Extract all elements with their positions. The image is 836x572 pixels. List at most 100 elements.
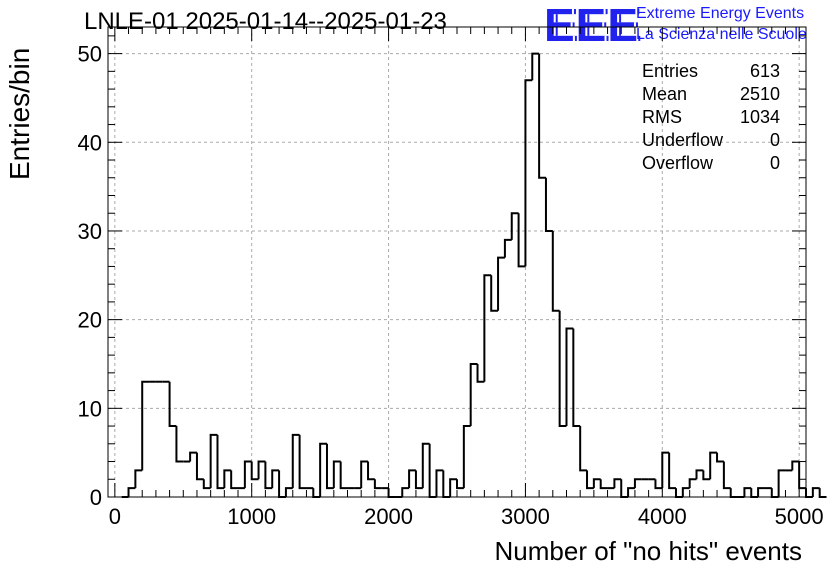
histogram-bin	[127, 487, 136, 497]
x-tick-label: 1000	[227, 504, 276, 529]
stat-mean: Mean 2510	[642, 84, 780, 104]
histogram-bin	[695, 469, 704, 480]
x-tick-label: 2000	[364, 504, 413, 529]
histogram-bin	[709, 451, 718, 480]
histogram-bin	[510, 212, 519, 240]
histogram-bin	[421, 442, 430, 489]
histogram-bin	[770, 488, 779, 498]
x-tick-label: 4000	[638, 504, 687, 529]
histogram-bin	[209, 433, 218, 489]
histogram-bin	[189, 451, 197, 462]
histogram-bin	[517, 213, 526, 268]
histogram-bin	[175, 426, 184, 463]
histogram-bin	[688, 478, 697, 489]
histogram-bin	[627, 487, 635, 497]
stats-box: Entries 613 Mean 2510 RMS 1034 Underflow 0 O…	[642, 60, 780, 175]
histogram-bin	[503, 238, 512, 258]
histogram-bin	[339, 461, 348, 490]
stat-overflow: Overflow 0	[642, 153, 780, 173]
histogram-bin	[565, 327, 574, 427]
histogram-bin	[818, 488, 827, 498]
histogram-bin	[544, 177, 553, 232]
y-tick-label: 0	[90, 485, 102, 510]
histogram-bin	[599, 479, 608, 490]
logo-line-1: Extreme Energy Events	[636, 5, 805, 22]
histogram-bin	[223, 469, 232, 489]
histogram-bin	[551, 230, 560, 312]
histogram-bin	[325, 443, 334, 490]
x-tick-label: 3000	[501, 504, 550, 529]
histogram-bin	[572, 328, 581, 428]
histogram-bin	[805, 488, 813, 498]
histogram-bin	[811, 487, 820, 497]
histogram-bin	[168, 381, 177, 428]
x-tick-label: 5000	[775, 504, 824, 529]
histogram-bin	[387, 488, 396, 498]
histogram-bin	[195, 452, 204, 481]
histogram-bin	[743, 487, 752, 497]
histogram-bin	[469, 362, 478, 427]
eee-logo-mark: EEE	[544, 0, 640, 51]
histogram-bin	[278, 470, 286, 498]
histogram-bin	[674, 488, 683, 498]
histogram-bin	[250, 461, 259, 481]
histogram-bin	[264, 461, 273, 490]
histogram-bin	[257, 460, 266, 480]
histogram-bin	[668, 452, 676, 490]
histogram-bin	[428, 443, 437, 498]
histogram-bin	[332, 460, 341, 489]
histogram-bin	[442, 470, 451, 498]
histogram-bin	[633, 478, 642, 489]
histogram-bin	[483, 274, 492, 382]
histogram-bin	[702, 470, 711, 481]
histogram-bin	[798, 461, 806, 490]
histogram-bin	[681, 487, 690, 497]
histogram-bin	[216, 434, 225, 490]
x-tick-label: 0	[109, 504, 121, 529]
histogram-bin	[579, 426, 588, 472]
histogram-bin	[230, 470, 239, 490]
histogram-bin	[558, 310, 567, 428]
histogram-bin	[524, 79, 533, 267]
histogram-bin	[497, 256, 505, 311]
histogram-bin	[722, 461, 731, 490]
stat-rms: RMS 1034	[642, 107, 780, 127]
histogram-bin	[538, 53, 546, 179]
histogram-bin	[373, 479, 382, 490]
y-tick-label: 10	[78, 396, 102, 421]
histogram-bin	[531, 52, 540, 81]
x-axis-label: Number of "no hits" events	[494, 536, 803, 566]
histogram-bin	[408, 469, 416, 489]
histogram-bin	[716, 452, 724, 463]
histogram-bin	[298, 434, 307, 490]
y-tick-label: 20	[78, 308, 102, 333]
histogram-bin	[202, 479, 211, 490]
histogram-bin	[360, 460, 369, 489]
histogram-bin	[777, 469, 786, 497]
histogram-bin	[490, 275, 499, 312]
histogram-bin	[414, 470, 423, 490]
histogram-bin	[401, 487, 410, 497]
histogram-bin	[613, 478, 622, 489]
histogram-bin	[367, 461, 375, 481]
stat-entries: Entries 613	[642, 61, 780, 81]
histogram-bin	[791, 460, 800, 471]
histogram-bin	[620, 479, 629, 498]
histogram-bin	[312, 488, 321, 498]
y-tick-label: 30	[78, 219, 102, 244]
histogram-bin	[141, 380, 150, 471]
histogram-bin	[134, 469, 143, 489]
histogram-bin	[654, 479, 663, 490]
histogram-bin	[456, 479, 464, 490]
histogram-bin	[661, 451, 670, 489]
histogram-bin	[435, 469, 444, 497]
stat-underflow: Underflow 0	[642, 130, 780, 150]
histogram-bin	[729, 488, 738, 498]
y-tick-label: 40	[78, 130, 102, 155]
histogram-bin	[586, 470, 594, 490]
y-tick-label: 50	[78, 42, 102, 67]
histogram-bin	[284, 487, 293, 497]
histogram-bin	[291, 433, 300, 489]
histogram-bin	[592, 478, 601, 489]
histogram-bin	[449, 478, 457, 497]
